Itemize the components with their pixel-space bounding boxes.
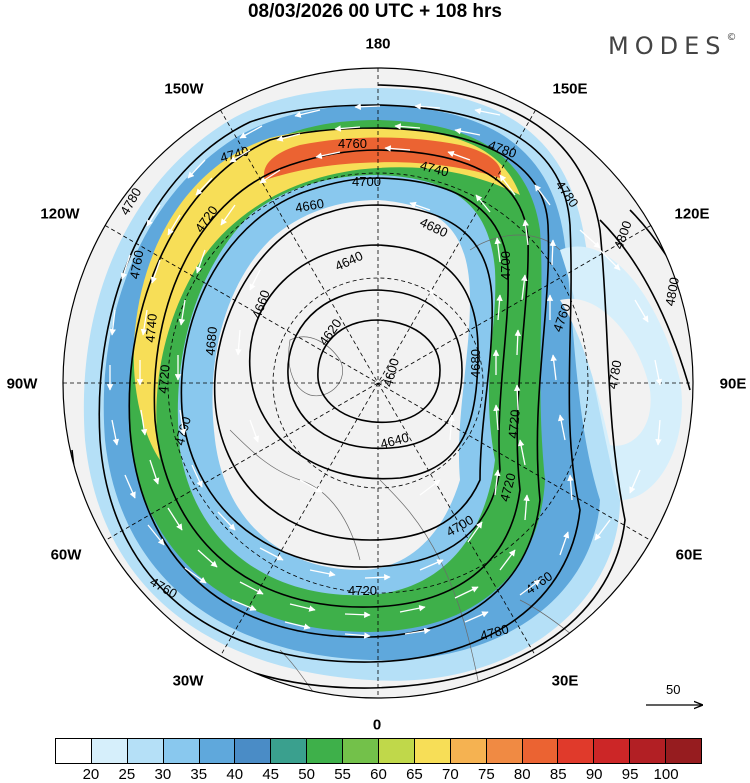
contour-label: 4760: [338, 136, 367, 151]
colorbar-swatch: [343, 739, 380, 763]
colorbar-swatch: [450, 739, 487, 763]
colorbar-label: 85: [549, 766, 567, 783]
colorbar-label: 55: [334, 766, 351, 783]
colorbar-label: 35: [190, 766, 208, 783]
colorbar-swatch: [307, 739, 344, 763]
colorbar-swatch: [199, 739, 236, 763]
contour-label: 4680: [203, 326, 220, 356]
colorbar-label: 40: [226, 766, 244, 783]
colorbar-swatch: [630, 739, 667, 763]
contour-label: 4720: [497, 471, 519, 503]
colorbar-swatch: [414, 739, 451, 763]
map-boundary: [62, 67, 694, 699]
contour-label: 4660: [294, 196, 325, 216]
colorbar-swatch: [56, 739, 92, 763]
vector-key-value: 50: [666, 682, 681, 697]
colorbar-swatch: [558, 739, 595, 763]
colorbar-swatch: [379, 739, 415, 763]
jet-band-red: [264, 137, 501, 180]
lon-label-150w: 150W: [164, 80, 204, 98]
lon-label-30w: 30W: [172, 672, 204, 690]
contour-label: 4600: [380, 357, 402, 389]
lon-label-30e: 30E: [551, 672, 579, 690]
colorbar-label: 75: [477, 766, 495, 783]
colorbar-label: 70: [442, 766, 459, 783]
wind-vectors: [106, 103, 663, 639]
brand-logo: MODES©: [608, 32, 736, 60]
colorbar-swatch: [522, 739, 559, 763]
contour-label: 4700: [352, 174, 381, 189]
lon-label-90w: 90W: [6, 375, 38, 393]
colorbar-labels: 20 25 30 35 40 45 50 55 60 65 70 75 80 85 90 95 100: [55, 766, 702, 783]
contour-label: 4780: [479, 621, 511, 643]
colorbar-swatch: [666, 739, 702, 763]
colorbar-swatch: [271, 739, 308, 763]
colorbar-swatch: [594, 739, 631, 763]
colorbar-label: 90: [585, 766, 603, 783]
colorbar-swatch: [163, 739, 200, 763]
lon-label-90e: 90E: [719, 375, 747, 393]
brand-name: MODES: [608, 32, 727, 60]
colorbar-label: 45: [262, 766, 279, 783]
colorbar-swatch: [486, 739, 523, 763]
wind-speed-colorbar: [55, 738, 702, 764]
contour-label: 4780: [605, 359, 625, 390]
lon-label-120e: 120E: [674, 205, 710, 223]
colorbar-label: 25: [118, 766, 136, 783]
copyright-mark: ©: [726, 32, 737, 43]
colorbar-label: 80: [513, 766, 531, 783]
lon-label-0: 0: [372, 716, 382, 734]
contour-label: 4720: [505, 409, 522, 439]
contour-label: 4740: [142, 313, 159, 343]
colorbar-label: 20: [82, 766, 100, 783]
colorbar-label: 95: [621, 766, 639, 783]
contour-label: 4680: [468, 349, 483, 378]
contour-label: 4740: [419, 158, 451, 180]
colorbar-label: 100: [653, 766, 679, 783]
contour-label: 4740: [219, 143, 251, 165]
lon-label-120w: 120W: [40, 205, 80, 223]
map-title: 08/03/2026 00 UTC + 108 hrs: [247, 1, 503, 22]
contour-label: 4720: [155, 364, 172, 394]
lon-label-150e: 150E: [552, 80, 588, 98]
colorbar-label: 30: [154, 766, 172, 783]
colorbar-swatch: [91, 739, 128, 763]
contour-label: 4640: [379, 430, 411, 452]
graticule: [63, 68, 693, 698]
colorbar-label: 50: [298, 766, 315, 783]
colorbar-label: 65: [406, 766, 423, 783]
colorbar-swatch: [127, 739, 164, 763]
polar-map: 4600 4620 4640 4640 4660 4660 4680 4680 …: [62, 67, 750, 740]
lon-label-60e: 60E: [675, 546, 703, 564]
contour-label: 4760: [127, 249, 147, 280]
lon-label-180: 180: [365, 35, 391, 53]
contour-label: 4700: [498, 251, 513, 280]
colorbar-label: 60: [370, 766, 387, 783]
lon-label-60w: 60W: [50, 546, 82, 564]
contour-label: 4720: [348, 583, 377, 598]
colorbar-swatch: [235, 739, 272, 763]
